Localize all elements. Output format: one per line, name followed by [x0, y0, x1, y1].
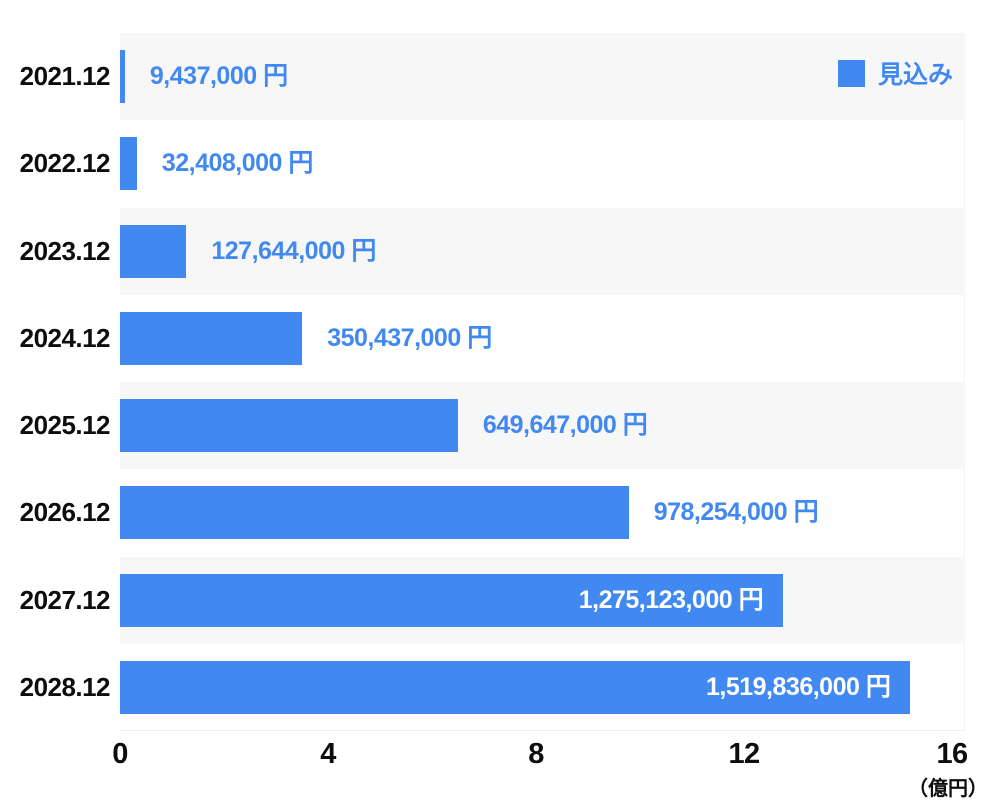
- bar-2027[interactable]: [120, 574, 784, 627]
- x-tick-label: 8: [528, 738, 544, 770]
- row-band: 350,437,000 円: [120, 295, 965, 382]
- bar-value-label: 32,408,000 円: [161, 149, 314, 177]
- bar-2021[interactable]: [120, 50, 125, 103]
- y-axis-label: 2023.12: [19, 236, 111, 266]
- x-tick-label: 16: [936, 738, 968, 770]
- row-band: 978,254,000 円: [120, 469, 965, 556]
- bar-2028[interactable]: [120, 661, 911, 714]
- y-axis-label: 2024.12: [19, 323, 111, 353]
- bar-2022[interactable]: [120, 137, 137, 190]
- bar-value-label: 649,647,000 円: [482, 411, 648, 439]
- bar-value-label: 350,437,000 円: [327, 324, 492, 352]
- plot-area: 9,437,000 円 32,408,000 円 127,644,000 円 3…: [120, 33, 965, 731]
- row-band: 1,519,836,000 円: [120, 644, 965, 731]
- row-band: 9,437,000 円: [120, 33, 965, 120]
- y-axis-label: 2022.12: [19, 148, 111, 178]
- y-axis-label: 2028.12: [19, 672, 111, 702]
- row-band: 127,644,000 円: [120, 208, 965, 295]
- bar-value-label: 1,519,836,000 円: [706, 673, 891, 701]
- y-axis-label: 2026.12: [19, 497, 111, 527]
- bar-2024[interactable]: [120, 312, 303, 365]
- y-axis-label: 2025.12: [19, 410, 111, 440]
- row-band: 32,408,000 円: [120, 120, 965, 207]
- x-tick-label: 0: [112, 738, 128, 770]
- bar-2025[interactable]: [120, 399, 458, 452]
- legend-label: 見込み: [878, 61, 954, 89]
- y-axis-label: 2021.12: [19, 61, 111, 91]
- bar-2026[interactable]: [120, 486, 629, 539]
- bar-value-label: 978,254,000 円: [653, 498, 819, 526]
- legend-swatch-icon: [838, 59, 865, 87]
- bar-2023[interactable]: [120, 225, 187, 278]
- x-tick-label: 12: [728, 738, 760, 770]
- bar-value-label: 1,275,123,000 円: [578, 586, 764, 614]
- bar-value-label: 127,644,000 円: [211, 237, 376, 265]
- x-axis-unit-label: （億円）: [908, 778, 988, 800]
- y-axis-label: 2027.12: [19, 585, 111, 615]
- legend[interactable]: 見込み: [838, 55, 953, 91]
- x-tick-label: 4: [320, 738, 336, 770]
- row-band: 649,647,000 円: [120, 382, 965, 469]
- bar-value-label: 9,437,000 円: [149, 62, 288, 90]
- row-band: 1,275,123,000 円: [120, 557, 965, 644]
